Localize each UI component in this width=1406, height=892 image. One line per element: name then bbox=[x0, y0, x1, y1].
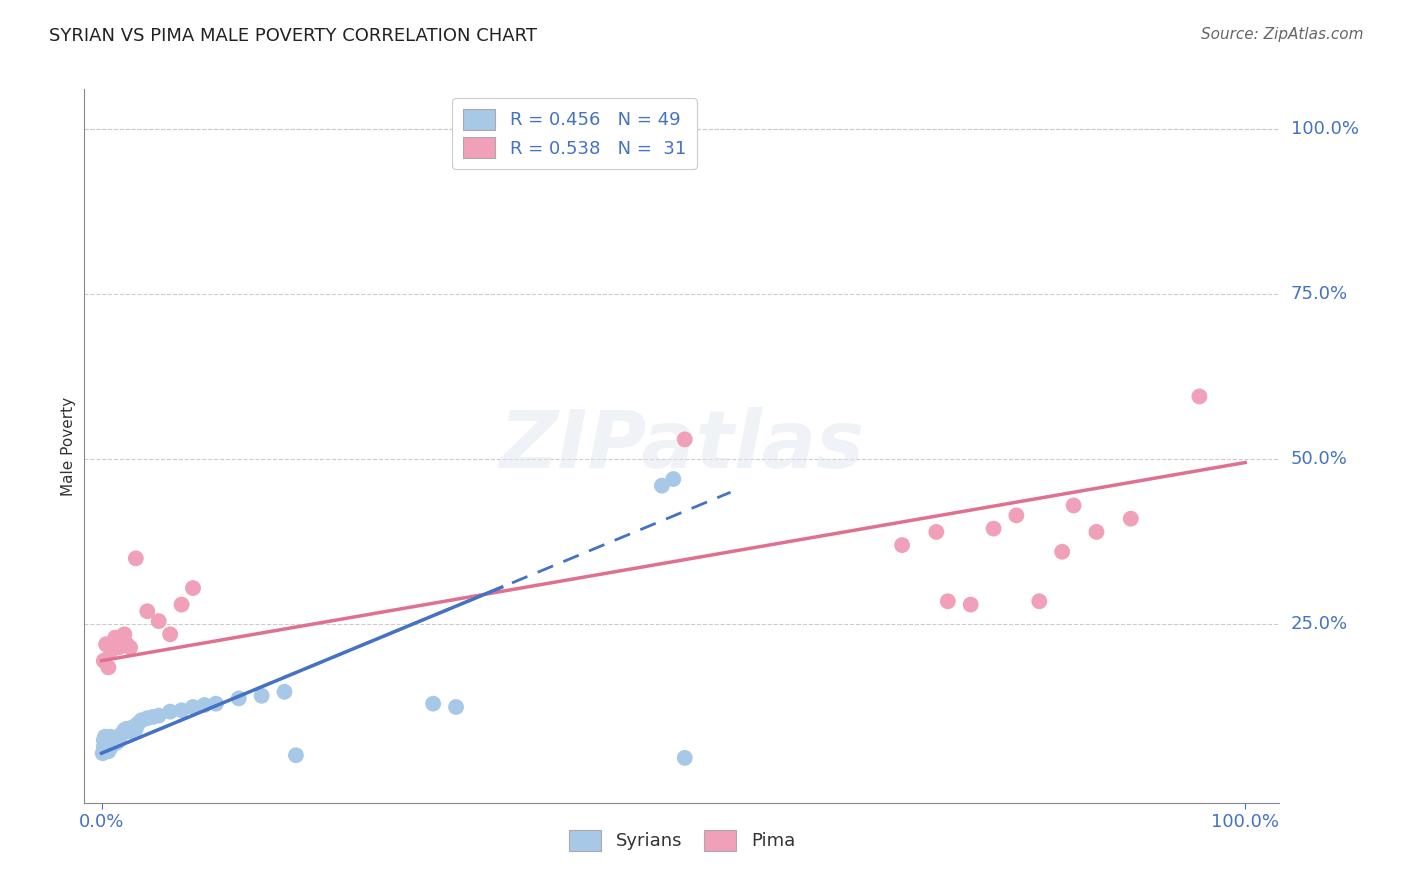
Point bbox=[284, 748, 307, 763]
Point bbox=[125, 722, 148, 736]
Point bbox=[97, 736, 120, 750]
Point bbox=[103, 735, 125, 749]
Point bbox=[444, 700, 467, 714]
Point bbox=[228, 691, 250, 706]
Point bbox=[142, 710, 165, 724]
Point bbox=[94, 743, 117, 757]
Point bbox=[108, 730, 131, 744]
Point bbox=[148, 708, 170, 723]
Point bbox=[181, 700, 204, 714]
Point bbox=[131, 713, 153, 727]
Point bbox=[1050, 545, 1073, 559]
Point bbox=[959, 598, 981, 612]
Point bbox=[105, 733, 128, 747]
Point bbox=[1028, 594, 1050, 608]
Point bbox=[122, 720, 145, 734]
Point bbox=[100, 739, 122, 754]
Point bbox=[93, 654, 115, 668]
Point bbox=[96, 741, 118, 756]
Point bbox=[205, 697, 228, 711]
Point bbox=[98, 741, 121, 756]
Point bbox=[112, 723, 135, 738]
Point bbox=[107, 731, 129, 745]
Point bbox=[111, 726, 134, 740]
Point bbox=[115, 722, 138, 736]
Point bbox=[1188, 389, 1211, 403]
Point bbox=[104, 736, 127, 750]
Point bbox=[93, 733, 115, 747]
Point bbox=[101, 733, 124, 747]
Point bbox=[891, 538, 914, 552]
Point bbox=[181, 581, 204, 595]
Point bbox=[100, 644, 122, 658]
Point bbox=[136, 711, 159, 725]
Point bbox=[101, 736, 124, 750]
Point bbox=[91, 746, 114, 760]
Point bbox=[136, 604, 159, 618]
Point bbox=[925, 524, 948, 539]
Point bbox=[115, 637, 138, 651]
Point bbox=[148, 614, 170, 628]
Point bbox=[273, 685, 295, 699]
Point bbox=[1119, 511, 1142, 525]
Point bbox=[101, 738, 124, 752]
Point bbox=[94, 738, 117, 752]
Point bbox=[193, 698, 215, 712]
Text: 100.0%: 100.0% bbox=[1291, 120, 1358, 138]
Point bbox=[673, 751, 696, 765]
Point bbox=[97, 744, 120, 758]
Point bbox=[673, 433, 696, 447]
Text: 25.0%: 25.0% bbox=[1291, 615, 1348, 633]
Point bbox=[250, 689, 273, 703]
Point bbox=[662, 472, 685, 486]
Point bbox=[159, 705, 181, 719]
Legend: Syrians, Pima: Syrians, Pima bbox=[561, 822, 803, 858]
Text: Source: ZipAtlas.com: Source: ZipAtlas.com bbox=[1201, 27, 1364, 42]
Point bbox=[651, 478, 673, 492]
Point bbox=[936, 594, 959, 608]
Point bbox=[1063, 499, 1085, 513]
Point bbox=[983, 522, 1005, 536]
Point bbox=[100, 730, 122, 744]
Point bbox=[120, 724, 142, 739]
Point bbox=[159, 627, 181, 641]
Point bbox=[101, 640, 124, 655]
Point bbox=[107, 735, 129, 749]
Point bbox=[93, 739, 115, 754]
Point bbox=[96, 735, 118, 749]
Point bbox=[1085, 524, 1108, 539]
Point bbox=[170, 598, 193, 612]
Point bbox=[662, 148, 685, 162]
Text: ZIPatlas: ZIPatlas bbox=[499, 407, 865, 485]
Point bbox=[111, 634, 134, 648]
Text: 75.0%: 75.0% bbox=[1291, 285, 1348, 303]
Point bbox=[120, 640, 142, 655]
Point bbox=[94, 731, 117, 745]
Point bbox=[1005, 508, 1028, 523]
Point bbox=[422, 697, 444, 711]
Point bbox=[127, 716, 149, 731]
Point bbox=[112, 627, 135, 641]
Text: SYRIAN VS PIMA MALE POVERTY CORRELATION CHART: SYRIAN VS PIMA MALE POVERTY CORRELATION … bbox=[49, 27, 537, 45]
Point bbox=[104, 631, 127, 645]
Point bbox=[97, 660, 120, 674]
Point bbox=[98, 731, 121, 745]
Text: 50.0%: 50.0% bbox=[1291, 450, 1347, 468]
Y-axis label: Male Poverty: Male Poverty bbox=[60, 396, 76, 496]
Point bbox=[94, 730, 117, 744]
Point bbox=[94, 637, 117, 651]
Point bbox=[125, 551, 148, 566]
Point bbox=[107, 640, 129, 655]
Point bbox=[170, 703, 193, 717]
